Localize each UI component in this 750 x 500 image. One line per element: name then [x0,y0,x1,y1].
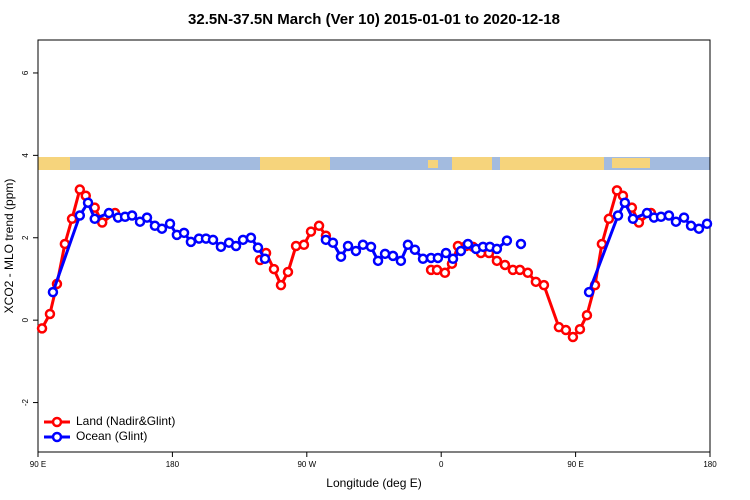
land-strip [260,157,330,170]
point [74,210,86,221]
point [89,213,100,225]
point [499,259,511,271]
point [387,250,399,262]
point [538,279,550,291]
point [245,232,257,244]
point [402,239,414,251]
point [417,253,429,265]
point [298,239,310,251]
point [530,276,542,288]
point [439,267,451,279]
x-tick-label: 90 W [297,460,316,469]
y-tick-label: 0 [21,317,30,322]
point [335,251,347,262]
land-strip [428,160,438,168]
legend-marker [51,431,63,443]
point [82,197,94,208]
x-axis-label: Longitude (deg E) [326,476,421,490]
legend-label: Land (Nadir&Glint) [76,414,175,428]
point [74,184,86,195]
point [670,216,682,227]
y-tick-label: 4 [21,153,30,158]
land-strip [612,158,650,168]
point [574,323,586,335]
point [567,331,579,343]
point [47,286,59,298]
surface-strip [38,157,710,170]
point [290,240,302,252]
point [215,241,227,253]
point [641,207,653,219]
y-tick-label: 6 [21,70,30,75]
point [259,253,271,265]
land-strip [38,157,70,170]
point [372,255,384,267]
x-tick-label: 90 E [30,460,46,469]
point [627,213,639,225]
x-tick-label: 180 [166,460,180,469]
point [268,263,280,275]
point [432,252,444,264]
point [164,218,176,230]
point [327,237,339,248]
point [693,223,705,234]
plot-frame [37,39,711,453]
point [357,239,369,251]
land-strip [452,157,492,170]
point [619,197,631,208]
point [655,211,667,222]
point [701,218,713,230]
point [252,242,264,253]
point [44,308,56,320]
x-tick-label: 180 [703,460,717,469]
point [409,244,421,255]
point [583,286,595,298]
ocean-strip [38,157,710,170]
point [491,255,503,267]
legend-marker [51,416,63,428]
point [313,220,325,232]
point [350,245,362,257]
x-tick-label: 0 [439,460,444,469]
point [455,245,467,257]
y-axis-label: XCO2 - MLO trend (ppm) [2,179,16,314]
point [342,240,354,252]
point [515,238,527,250]
land-strip [500,157,604,170]
point [230,240,242,252]
point [612,210,624,221]
point [282,266,294,278]
point [501,235,513,246]
point [365,241,377,253]
point [36,323,48,334]
point [678,212,690,223]
point [560,324,572,336]
point [663,210,675,221]
point [491,243,503,255]
x-tick-label: 90 E [567,460,583,469]
point [603,213,615,225]
point [305,226,317,237]
y-tick-label: -2 [21,398,30,406]
point [275,279,287,291]
point [447,253,459,265]
point [440,247,452,259]
point [141,212,153,223]
point [522,267,534,279]
point [462,238,474,250]
point [103,207,115,219]
point [395,255,407,267]
point [126,210,138,221]
point [207,234,219,246]
chart-title: 32.5N-37.5N March (Ver 10) 2015-01-01 to… [188,11,560,28]
y-tick-label: 2 [21,235,30,240]
point [581,309,593,321]
legend-label: Ocean (Glint) [76,429,147,443]
point [185,236,197,248]
point [156,223,168,234]
point [178,227,190,239]
